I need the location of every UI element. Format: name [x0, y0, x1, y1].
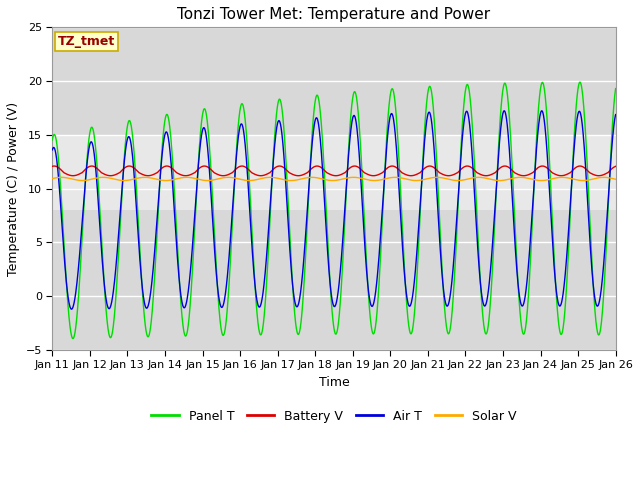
Text: TZ_tmet: TZ_tmet — [58, 35, 115, 48]
Title: Tonzi Tower Met: Temperature and Power: Tonzi Tower Met: Temperature and Power — [177, 7, 490, 22]
Bar — [52, 135, 616, 210]
Legend: Panel T, Battery V, Air T, Solar V: Panel T, Battery V, Air T, Solar V — [147, 405, 522, 428]
Y-axis label: Temperature (C) / Power (V): Temperature (C) / Power (V) — [7, 102, 20, 276]
X-axis label: Time: Time — [319, 376, 349, 389]
